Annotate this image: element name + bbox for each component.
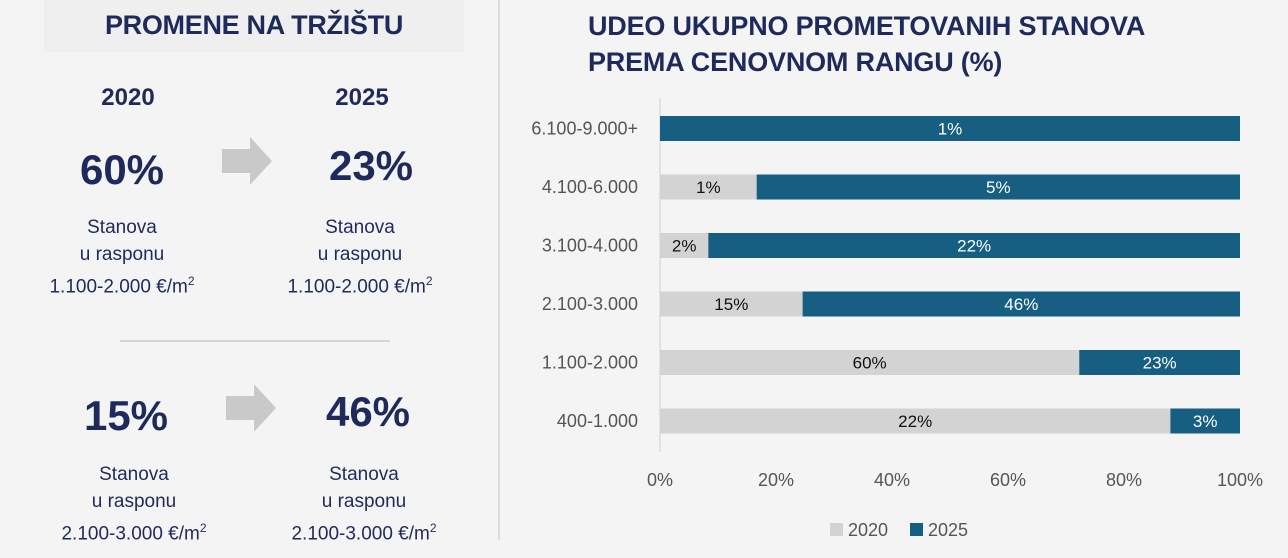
category-label: 2.100-3.000	[542, 294, 638, 314]
row1-value-2025: 23%	[328, 142, 414, 189]
vertical-divider	[498, 0, 500, 540]
superscript: 2	[425, 274, 433, 288]
desc-line: u rasponu	[317, 244, 403, 265]
row2-description-2020: Stanova u rasponu 2.100-3.000 €/m2	[14, 461, 254, 547]
row1-value-2020: 60%	[79, 146, 165, 193]
desc-line: Stanova	[329, 464, 399, 485]
row2-description-2025: Stanova u rasponu 2.100-3.000 €/m2	[244, 461, 484, 547]
desc-line: 2.100-3.000 €/m	[291, 523, 430, 545]
x-tick-label: 40%	[874, 470, 910, 490]
category-label: 1.100-2.000	[542, 353, 638, 373]
bar-2020	[660, 291, 803, 317]
data-label: 60%	[853, 354, 887, 373]
x-tick-label: 100%	[1217, 470, 1263, 490]
data-label: 1%	[696, 178, 721, 197]
bar-2025	[660, 116, 1240, 141]
bar-2020	[660, 350, 1080, 375]
bar-2025	[802, 291, 1240, 317]
divider	[120, 340, 390, 342]
desc-line: Stanova	[87, 217, 157, 238]
superscript: 2	[187, 274, 195, 288]
legend-swatch-2025	[910, 523, 923, 536]
desc-line: 1.100-2.000 €/m	[49, 276, 188, 298]
x-tick-label: 60%	[990, 470, 1026, 490]
x-tick-label: 80%	[1106, 470, 1142, 490]
arrow-right-icon	[222, 137, 272, 185]
legend-label: 2020	[848, 520, 888, 540]
bar-2025	[708, 233, 1240, 258]
data-label: 2%	[672, 237, 697, 256]
bar-2025	[1079, 350, 1240, 375]
panel-title: PROMENE NA TRŽIŠTU	[104, 10, 404, 40]
bar-2025	[756, 174, 1240, 200]
chart-title-line-1: UDEO UKUPNO PROMETOVANIH STANOVA	[588, 11, 1146, 41]
category-label: 400-1.000	[557, 411, 638, 431]
data-label: 22%	[957, 237, 991, 256]
x-tick-label: 0%	[647, 470, 673, 490]
x-tick-label: 20%	[758, 470, 794, 490]
row2-value-2025: 46%	[325, 388, 411, 435]
data-label: 15%	[714, 295, 748, 314]
category-label: 4.100-6.000	[542, 177, 638, 197]
data-label: 3%	[1193, 412, 1218, 431]
row1-description-2025: Stanova u rasponu 1.100-2.000 €/m2	[240, 214, 480, 300]
data-label: 23%	[1143, 354, 1177, 373]
year-left-label: 2020	[101, 84, 155, 111]
chart-title: UDEO UKUPNO PROMETOVANIH STANOVA PREMA C…	[588, 8, 1268, 80]
data-label: 1%	[938, 120, 963, 139]
market-changes-panel: PROMENE NA TRŽIŠTU 2020 2025 60% 23% Sta…	[0, 0, 498, 558]
data-label: 46%	[1004, 295, 1038, 314]
desc-line: u rasponu	[321, 491, 407, 512]
desc-line: Stanova	[99, 464, 169, 485]
desc-line: 2.100-3.000 €/m	[61, 523, 200, 545]
row1-description-2020: Stanova u rasponu 1.100-2.000 €/m2	[2, 214, 242, 300]
bar-2020	[660, 174, 757, 200]
desc-line: Stanova	[325, 217, 395, 238]
superscript: 2	[429, 521, 437, 535]
chart-title-line-2: PREMA CENOVNOM RANGU (%)	[588, 47, 1003, 77]
bar-2020	[660, 233, 709, 258]
data-label: 5%	[986, 178, 1011, 197]
superscript: 2	[199, 521, 207, 535]
desc-line: u rasponu	[91, 491, 177, 512]
legend-swatch-2020	[830, 523, 843, 536]
desc-line: 1.100-2.000 €/m	[287, 276, 426, 298]
category-label: 6.100-9.000+	[531, 119, 638, 139]
legend-label: 2025	[928, 520, 968, 540]
data-label: 22%	[898, 412, 932, 431]
category-label: 3.100-4.000	[542, 236, 638, 256]
panel-title-background	[44, 0, 464, 52]
desc-line: u rasponu	[79, 244, 165, 265]
arrow-right-icon	[226, 384, 276, 432]
year-right-label: 2025	[335, 84, 389, 111]
row2-value-2020: 15%	[83, 392, 169, 439]
bar-2020	[660, 408, 1171, 434]
bar-2025	[1170, 408, 1240, 434]
